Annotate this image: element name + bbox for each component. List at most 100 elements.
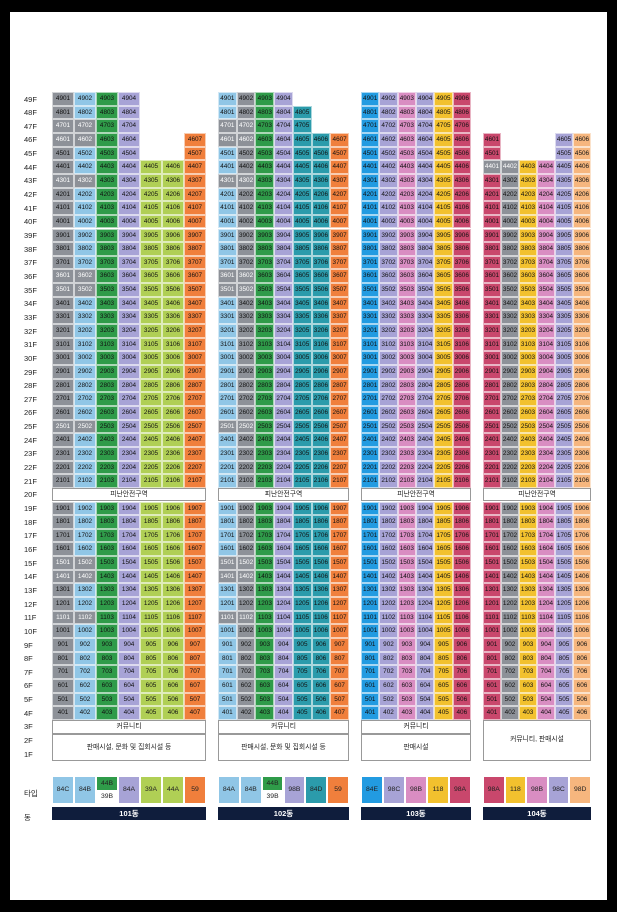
unit-cell: 3604 xyxy=(416,269,435,284)
unit-cell: 2805 xyxy=(555,378,573,393)
unit-cell: 4303 xyxy=(96,173,118,188)
unit-cell: 1306 xyxy=(311,583,331,598)
unit-cell: 504 xyxy=(274,692,293,707)
unit-cell: 606 xyxy=(162,678,184,693)
unit-cell: 2802 xyxy=(501,378,519,393)
unit-cell: 504 xyxy=(537,692,555,707)
unit-cell: 1801 xyxy=(218,515,237,529)
unit-cell: 3503 xyxy=(397,283,416,297)
unit-cell: 1407 xyxy=(330,569,349,584)
unit-cell: 2202 xyxy=(74,460,96,475)
unit-cell: 2301 xyxy=(218,446,237,461)
unit-cell: 903 xyxy=(96,638,118,652)
unit-cell: 2604 xyxy=(274,405,293,420)
unit-cell: 2203 xyxy=(255,460,275,475)
unit-cell: 3506 xyxy=(573,283,591,297)
unit-cell: 1404 xyxy=(537,569,555,584)
diagram-frame: 49F 48F 47F 46F 45F 44F 43F 42F 41F 40F 39F 38F 37F 3… xyxy=(10,12,607,900)
unit-cell: 405 xyxy=(292,706,312,720)
unit-cell: 2405 xyxy=(555,433,573,447)
unit-cell: 2702 xyxy=(379,392,398,406)
unit-cell: 3103 xyxy=(96,337,118,352)
building-name: 104동 xyxy=(483,807,591,820)
unit-cell: 3102 xyxy=(74,337,96,352)
unit-cell: 1203 xyxy=(96,597,118,611)
unit-cell: 3006 xyxy=(573,351,591,365)
unit-cell: 3102 xyxy=(379,337,398,352)
unit-cell: 806 xyxy=(573,651,591,666)
unit-cell: 2207 xyxy=(330,460,349,475)
unit-cell: 4607 xyxy=(330,132,349,147)
unit-cell: 2604 xyxy=(416,405,435,420)
unit-cell: 4103 xyxy=(397,201,416,215)
unit-cell: 3806 xyxy=(452,242,471,256)
unit-cell: 3204 xyxy=(118,324,140,338)
unit-cell: 3106 xyxy=(452,337,471,352)
unit-cell: 3002 xyxy=(379,351,398,365)
unit-cell: 2302 xyxy=(379,446,398,461)
unit-cell: 702 xyxy=(236,665,256,679)
unit-cell: 3907 xyxy=(184,228,206,243)
unit-cell: 1202 xyxy=(74,597,96,611)
unit-cell: 402 xyxy=(74,706,96,720)
type-cell: 59 xyxy=(327,776,349,804)
unit-cell: 705 xyxy=(292,665,312,679)
type-cell: 98B xyxy=(526,776,548,804)
unit-cell: 3503 xyxy=(96,283,118,297)
unit-cell: 3006 xyxy=(311,351,331,365)
unit-cell: 903 xyxy=(255,638,275,652)
unit-cell: 502 xyxy=(74,692,96,707)
unit-cell: 2502 xyxy=(501,419,519,434)
unit-cell: 2805 xyxy=(140,378,162,393)
unit-cell: 3601 xyxy=(218,269,237,284)
unit-cell: 1502 xyxy=(379,556,398,570)
unit-cell: 1704 xyxy=(537,528,555,543)
unit-cell: 3502 xyxy=(74,283,96,297)
unit-cell: 1205 xyxy=(434,597,453,611)
unit-cell: 2806 xyxy=(311,378,331,393)
unit-cell: 4201 xyxy=(52,187,74,202)
unit-cell: 906 xyxy=(452,638,471,652)
type-cell: 98C xyxy=(383,776,405,804)
unit-cell: 4803 xyxy=(397,105,416,120)
unit-cell: 806 xyxy=(311,651,331,666)
unit-cell: 1505 xyxy=(140,556,162,570)
unit-cell: 604 xyxy=(118,678,140,693)
unit-cell: 4205 xyxy=(140,187,162,202)
unit-cell: 3004 xyxy=(118,351,140,365)
unit-cell: 4401 xyxy=(52,160,74,174)
unit-cell: 4804 xyxy=(274,105,293,120)
unit-cell: 2207 xyxy=(184,460,206,475)
unit-cell: 2204 xyxy=(118,460,140,475)
unit-cell: 1801 xyxy=(361,515,380,529)
unit-cell: 1701 xyxy=(218,528,237,543)
unit-cell: 1307 xyxy=(330,583,349,598)
unit-cell: 401 xyxy=(361,706,380,720)
floor-label: 32F xyxy=(24,326,37,336)
unit-cell: 2105 xyxy=(434,474,453,488)
unit-cell: 402 xyxy=(236,706,256,720)
unit-cell: 4104 xyxy=(118,201,140,215)
unit-cell: 3406 xyxy=(311,296,331,311)
floor-label: 2F xyxy=(24,736,33,746)
unit-cell: 3904 xyxy=(537,228,555,243)
unit-cell: 4503 xyxy=(255,146,275,161)
unit-cell: 4004 xyxy=(274,214,293,229)
unit-cell: 4701 xyxy=(218,119,237,133)
unit-cell: 3403 xyxy=(255,296,275,311)
unit-cell: 4003 xyxy=(397,214,416,229)
unit-cell: 4802 xyxy=(236,105,256,120)
unit-cell: 3801 xyxy=(52,242,74,256)
unit-cell: 3606 xyxy=(573,269,591,284)
unit-cell: 3705 xyxy=(292,255,312,270)
unit-cell: 1703 xyxy=(96,528,118,543)
unit-cell: 3903 xyxy=(397,228,416,243)
unit-cell: 3505 xyxy=(140,283,162,297)
unit-cell: 606 xyxy=(311,678,331,693)
unit-cell: 4904 xyxy=(274,92,293,106)
unit-cell: 1401 xyxy=(52,569,74,584)
unit-cell: 3105 xyxy=(555,337,573,352)
unit-cell: 704 xyxy=(537,665,555,679)
unit-cell: 2502 xyxy=(236,419,256,434)
unit-cell: 1902 xyxy=(379,501,398,516)
